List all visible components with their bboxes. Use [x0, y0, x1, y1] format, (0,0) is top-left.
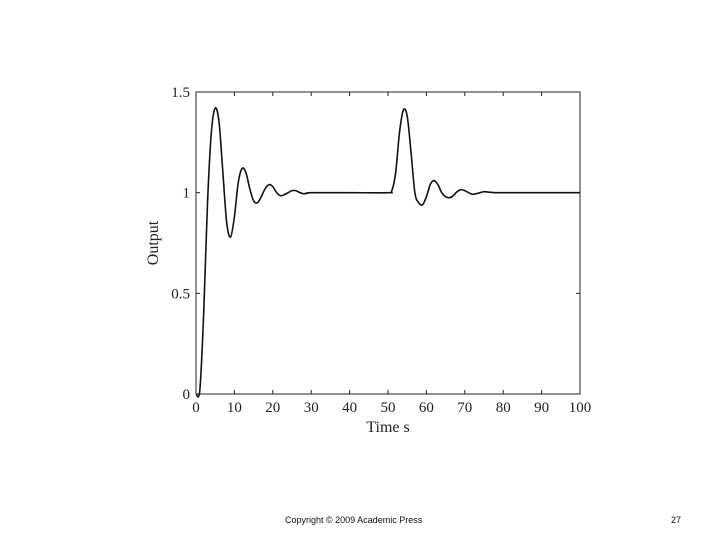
y-tick-label: 0.5 — [171, 286, 190, 302]
plot-frame — [195, 91, 581, 395]
x-tick-label: 60 — [419, 400, 434, 416]
output-series-line — [195, 106, 580, 398]
x-tick-label: 100 — [569, 400, 592, 416]
x-tick-label: 50 — [381, 400, 396, 416]
x-tick-label: 90 — [534, 400, 549, 416]
page-number: 27 — [671, 515, 682, 525]
x-tick-label: 70 — [457, 400, 472, 416]
y-tick-label: 1 — [183, 186, 191, 202]
axis-ticks: 0 10 20 30 40 50 60 70 80 90 100 0 0.5 1 1.5 — [171, 85, 591, 416]
x-tick-label: 40 — [342, 400, 357, 416]
x-tick-label: 20 — [265, 400, 280, 416]
x-tick-label: 30 — [304, 400, 319, 416]
x-tick-label: 0 — [192, 400, 200, 416]
y-tick-label: 0 — [183, 387, 191, 403]
x-tick-label: 10 — [227, 400, 242, 416]
copyright-text: Copyright © 2009 Academic Press — [285, 515, 423, 525]
y-tick-label: 1.5 — [171, 85, 190, 101]
y-axis-label: Output — [145, 220, 162, 265]
x-axis-label: Time s — [366, 419, 409, 436]
x-tick-label: 80 — [496, 400, 511, 416]
